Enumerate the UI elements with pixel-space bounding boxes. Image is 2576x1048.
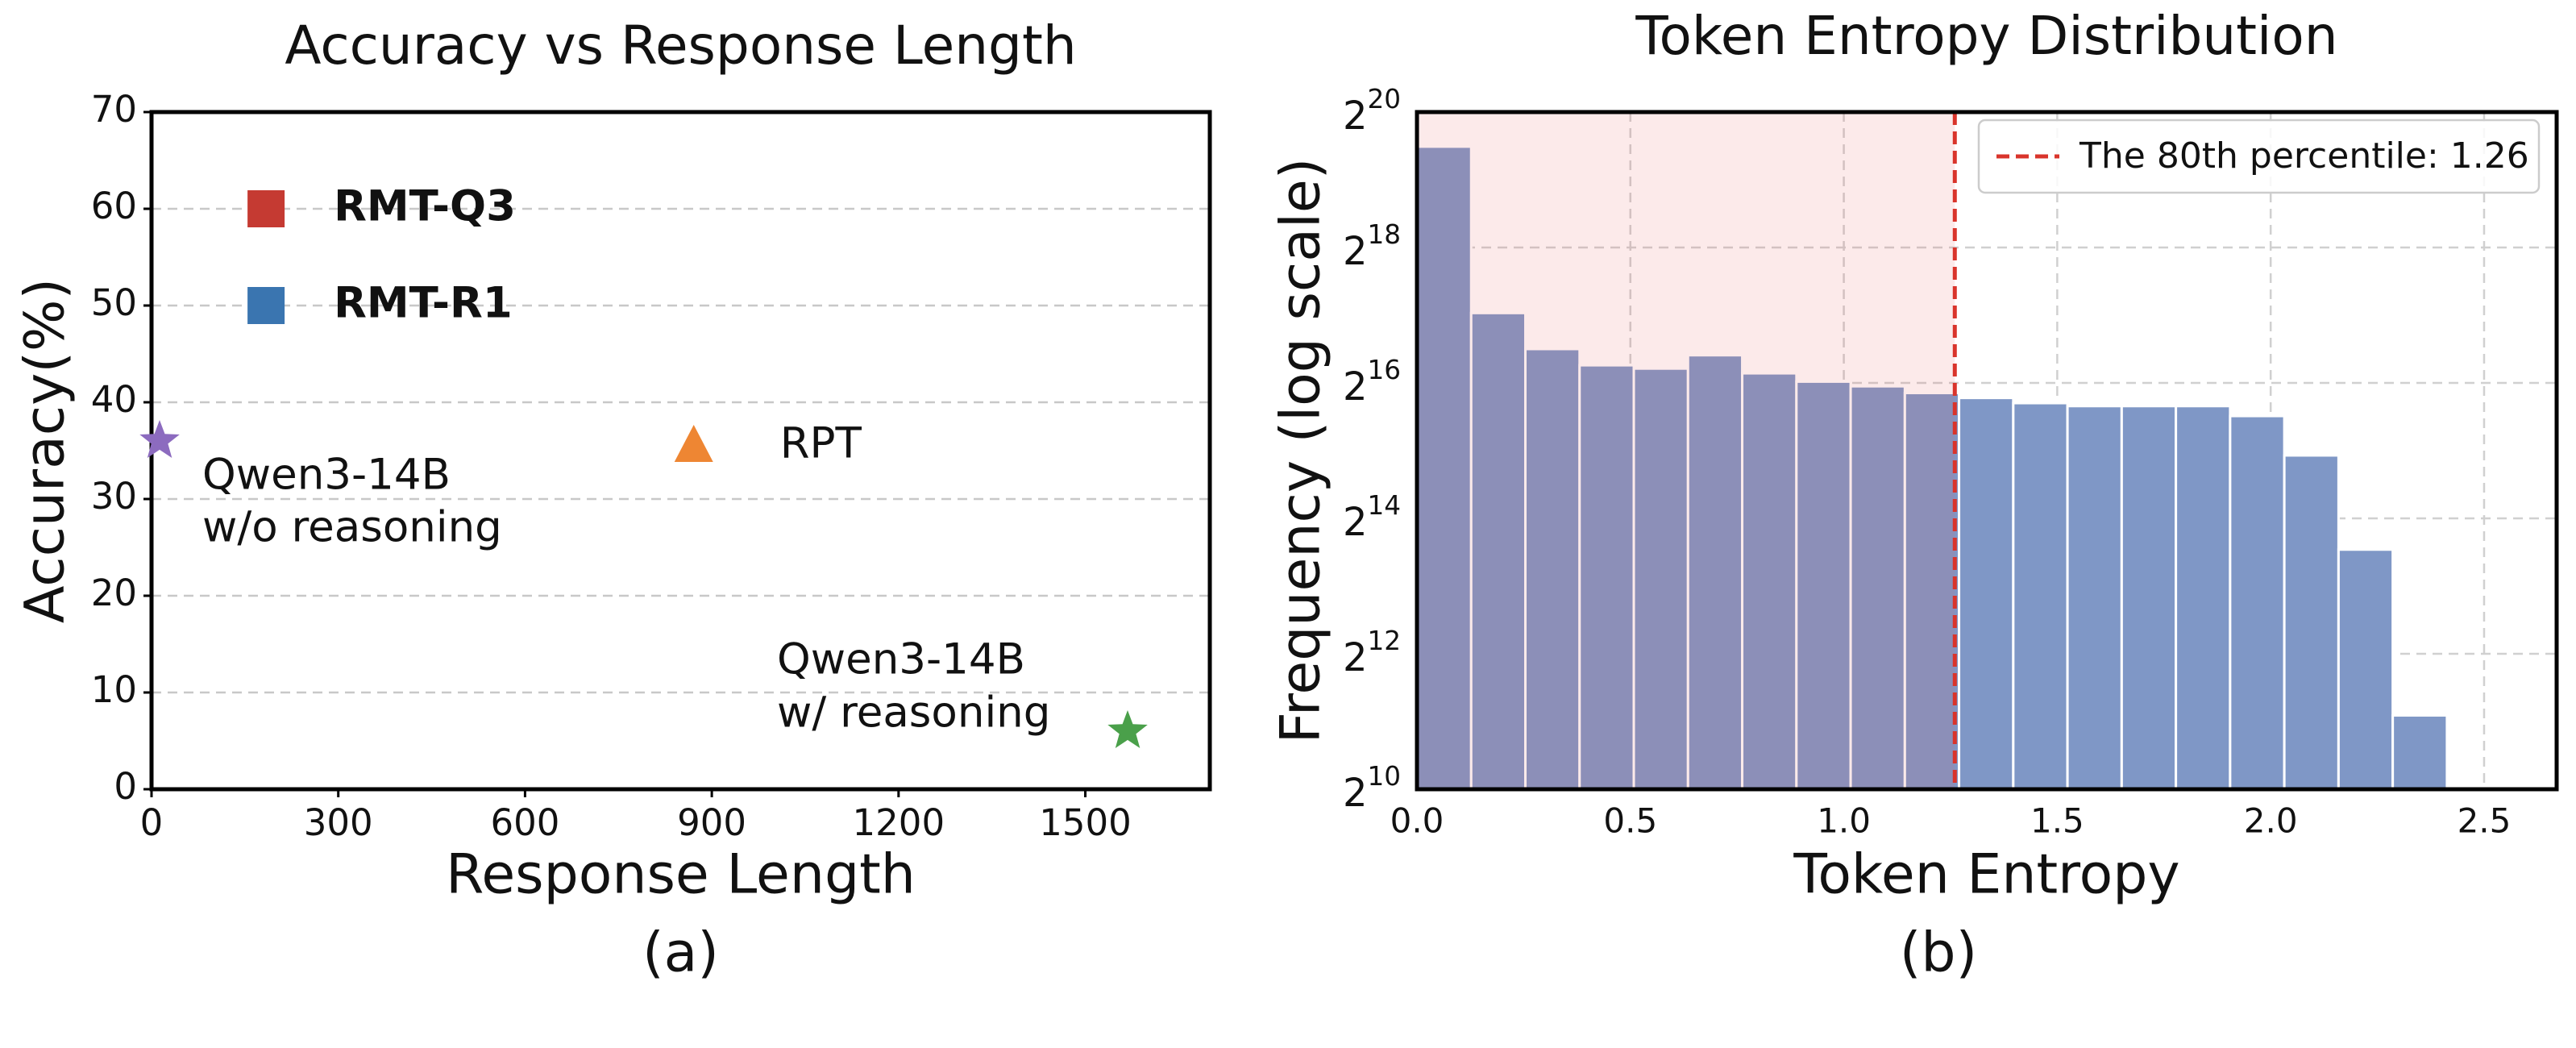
y-tick-label: 40 xyxy=(91,378,137,421)
point xyxy=(247,287,285,324)
bar xyxy=(1686,354,1744,791)
point-label: Qwen3-14B xyxy=(202,451,451,500)
y-tick-label: 30 xyxy=(91,475,137,518)
y-tick-label: 218 xyxy=(1343,219,1401,274)
point-label: w/ reasoning xyxy=(777,688,1050,738)
x-tick-label: 600 xyxy=(490,801,559,844)
bar xyxy=(2120,405,2178,791)
x-tick-label: 0 xyxy=(140,801,164,844)
point xyxy=(1107,710,1148,748)
x-tick-label: 300 xyxy=(304,801,373,844)
caption: (b) xyxy=(1900,921,1977,985)
chart-title: Accuracy vs Response Length xyxy=(285,15,1076,77)
bar xyxy=(1524,347,1581,791)
chart-title: Token Entropy Distribution xyxy=(1635,5,2337,67)
point-label: Qwen3-14B xyxy=(777,635,1025,684)
x-tick-label: 1200 xyxy=(853,801,945,844)
x-axis-label: Token Entropy xyxy=(1793,843,2179,907)
bar xyxy=(1632,367,1689,791)
y-tick-label: 70 xyxy=(91,88,137,131)
x-tick-label: 0.5 xyxy=(1603,801,1657,841)
plot-frame xyxy=(1415,110,2559,792)
shaded-region xyxy=(1417,112,1955,789)
y-tick-label: 60 xyxy=(91,185,137,227)
x-tick-label: 1500 xyxy=(1039,801,1132,844)
point xyxy=(247,190,285,227)
bar xyxy=(2283,454,2340,791)
y-tick-label: 216 xyxy=(1343,355,1401,410)
x-tick-label: 0.0 xyxy=(1390,801,1444,841)
x-tick-label: 1.0 xyxy=(1817,801,1871,841)
bar xyxy=(2229,414,2286,791)
y-tick-label: 0 xyxy=(114,765,137,808)
x-tick-label: 2.0 xyxy=(2244,801,2298,841)
point-label: RMT-Q3 xyxy=(334,182,516,231)
bar xyxy=(2066,405,2123,791)
y-tick-label: 214 xyxy=(1343,490,1401,545)
y-tick-label: 50 xyxy=(91,281,137,324)
bar xyxy=(1958,397,2015,791)
legend-label: The 80th percentile: 1.26 xyxy=(2079,135,2529,177)
x-tick-label: 900 xyxy=(677,801,746,844)
point-label: w/o reasoning xyxy=(202,503,502,552)
legend-box xyxy=(1977,119,2541,194)
y-axis-label: Frequency (log scale) xyxy=(1269,158,1333,743)
y-tick-label: 212 xyxy=(1343,626,1401,680)
bar xyxy=(2391,713,2449,791)
y-tick-label: 10 xyxy=(91,668,137,711)
point-label: RMT-R1 xyxy=(334,279,513,328)
y-axis-label: Accuracy(%) xyxy=(14,278,77,623)
x-axis-label: Response Length xyxy=(446,843,916,907)
bar xyxy=(2175,405,2232,791)
x-tick-label: 1.5 xyxy=(2030,801,2084,841)
y-tick-label: 20 xyxy=(91,572,137,614)
point xyxy=(674,425,713,462)
point xyxy=(139,420,180,458)
x-tick-label: 2.5 xyxy=(2458,801,2512,841)
bar xyxy=(2337,548,2395,791)
y-tick-label: 220 xyxy=(1343,84,1401,139)
caption: (a) xyxy=(642,921,719,985)
point-label: RPT xyxy=(780,419,862,468)
bar xyxy=(2012,401,2069,791)
